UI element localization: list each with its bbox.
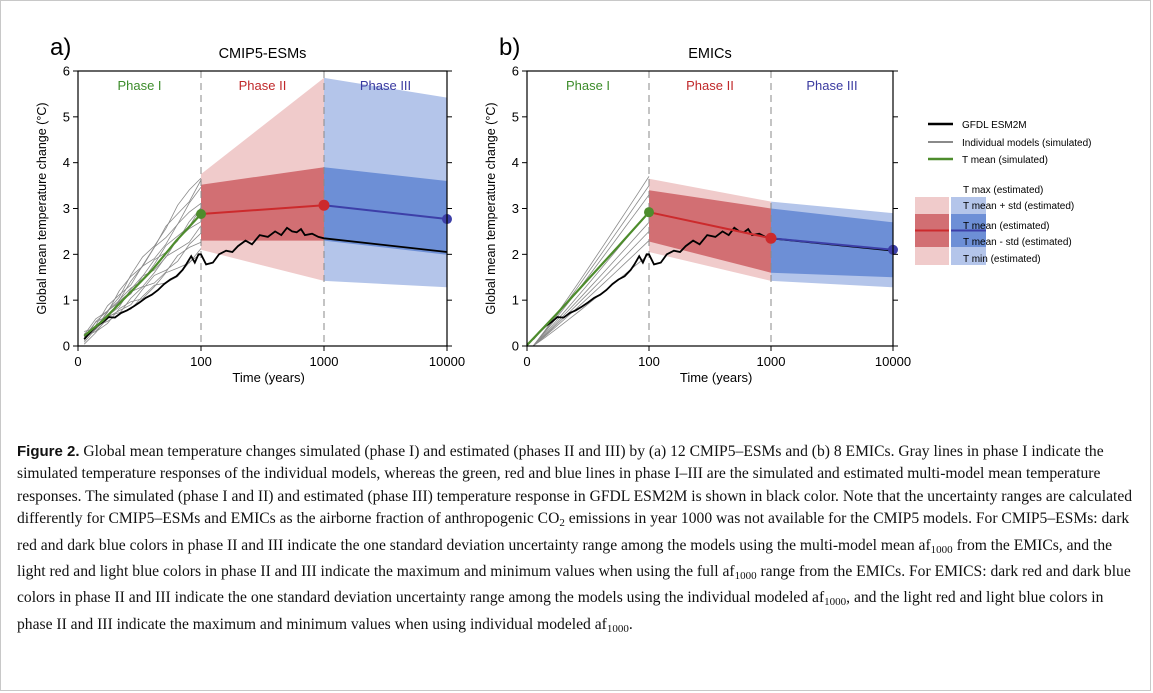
legend-line-label: Individual models (simulated) bbox=[962, 138, 1092, 149]
caption-text-2: emissions in year 1000 was not available… bbox=[17, 510, 1130, 554]
panel-b-band-std-red bbox=[649, 190, 771, 273]
panel-b-x-tick-label: 0 bbox=[523, 354, 530, 369]
figure-caption: Figure 2. Global mean temperature change… bbox=[17, 441, 1137, 640]
panel-b-x-tick-label: 100 bbox=[638, 354, 660, 369]
legend-band-label: T min (estimated) bbox=[963, 254, 1041, 265]
panel-a-individual-model-line bbox=[83, 241, 202, 339]
panel-a-tmean-simulated-line bbox=[83, 213, 202, 337]
panel-b-individual-model-line bbox=[532, 222, 650, 347]
caption-text-5: , and the light red and light blue color… bbox=[17, 589, 1104, 633]
panel-a-band-std-red bbox=[201, 167, 324, 241]
panel-b-x-axis-label: Time (years) bbox=[680, 370, 752, 385]
panel-a-x-tick-label: 10000 bbox=[429, 354, 465, 369]
panel-b-phase-label-3: Phase III bbox=[806, 78, 857, 93]
panel-b-individual-model-line bbox=[532, 176, 650, 347]
panel-a-chart: 0 1 2 3 4 5 6 0 100 1000 10000 Time (years) Global m… bbox=[35, 34, 465, 385]
panel-b-phase-label-2: Phase II bbox=[686, 78, 734, 93]
panel-b-panel-label: b) bbox=[499, 34, 520, 61]
panel-a-phase-label-1: Phase I bbox=[117, 78, 161, 93]
panel-b-y-tick-label: 3 bbox=[512, 201, 519, 216]
panel-a-title: CMIP5-ESMs bbox=[219, 46, 307, 62]
caption-label: Figure 2. bbox=[17, 443, 80, 460]
panel-a-y-tick-label: 0 bbox=[63, 339, 70, 354]
panel-a-panel-label: a) bbox=[50, 34, 71, 61]
panel-b-y-tick-label: 5 bbox=[512, 109, 519, 124]
caption-text-3: from the EMICs, and the light red and li… bbox=[17, 536, 1113, 581]
panel-a-y-tick-label: 3 bbox=[63, 201, 70, 216]
panel-b-phase-label-1: Phase I bbox=[566, 78, 610, 93]
panel-b-tmean-point-1000 bbox=[765, 232, 777, 244]
panel-b-y-tick-label: 0 bbox=[512, 339, 519, 354]
panel-a-x-tick-label: 0 bbox=[74, 354, 81, 369]
panel-a-individual-model-line bbox=[83, 177, 202, 341]
panel-a-individual-model-line bbox=[83, 186, 202, 341]
caption-af-subscript-1: 1000 bbox=[930, 543, 953, 556]
panel-a-y-tick-label: 4 bbox=[63, 155, 70, 170]
panel-b-x-tick-label: 1000 bbox=[757, 354, 786, 369]
panel-b-y-tick-label: 6 bbox=[512, 64, 519, 79]
panel-a-tmean-phase2-line bbox=[200, 204, 325, 215]
panel-a-tmean-point-1000 bbox=[318, 199, 330, 211]
panel-a-gfdl-esm2m-line bbox=[83, 226, 448, 340]
legend-band-label: T mean + std (estimated) bbox=[963, 201, 1074, 212]
caption-text-6: . bbox=[628, 615, 633, 633]
panel-b-y-tick-label: 4 bbox=[512, 155, 519, 170]
legend-band-label: T max (estimated) bbox=[963, 185, 1043, 196]
panel-b-individual-model-line bbox=[532, 240, 650, 347]
panel-a-individual-model-line bbox=[83, 202, 202, 336]
panel-b-tmean-simulated-line bbox=[526, 211, 650, 346]
caption-af-subscript-2: 1000 bbox=[734, 570, 757, 583]
panel-a-y-axis-label: Global mean temperature change (°C) bbox=[35, 102, 49, 314]
panel-a-x-axis-label: Time (years) bbox=[232, 370, 304, 385]
panel-b-title: EMICs bbox=[688, 46, 732, 62]
panel-a-y-tick-label: 1 bbox=[63, 293, 70, 308]
caption-co2-subscript: 2 bbox=[559, 517, 565, 530]
panel-a-x-tick-label: 1000 bbox=[310, 354, 339, 369]
panel-b-individual-model-line bbox=[532, 231, 650, 347]
panel-a-phase-label-3: Phase III bbox=[360, 78, 411, 93]
panel-b-y-axis-label: Global mean temperature change (°C) bbox=[484, 102, 498, 314]
panel-b-y-tick-label: 2 bbox=[512, 247, 519, 262]
panel-b-tmean-phase3-line bbox=[770, 237, 894, 251]
legend-line-label: T mean (simulated) bbox=[962, 155, 1048, 166]
panel-b-tmean-phase2-line bbox=[648, 211, 772, 240]
panel-b-band-std-blue bbox=[771, 208, 893, 278]
panel-b-chart: 0 1 2 3 4 5 6 0 100 1000 10000 Time (years) Global m… bbox=[484, 34, 911, 385]
legend-band-label: T mean - std (estimated) bbox=[963, 237, 1072, 248]
panel-a-phase-label-2: Phase II bbox=[239, 78, 287, 93]
panel-a-tmean-point-100 bbox=[196, 209, 206, 219]
panel-a-y-tick-label: 2 bbox=[63, 247, 70, 262]
panel-a-individual-model-line bbox=[84, 248, 202, 334]
legend-line-label: GFDL ESM2M bbox=[962, 120, 1027, 131]
panel-b-x-tick-label: 10000 bbox=[875, 354, 911, 369]
panel-b-y-tick-label: 1 bbox=[512, 293, 519, 308]
panel-a-individual-model-line bbox=[84, 207, 202, 338]
legend-band-label: T mean (estimated) bbox=[963, 221, 1050, 232]
panel-a-y-tick-label: 6 bbox=[63, 64, 70, 79]
panel-b-tmean-point-100 bbox=[644, 207, 654, 218]
caption-text-4: range from the EMICs. For EMICS: dark re… bbox=[17, 563, 1131, 607]
caption-af-subscript-4: 1000 bbox=[606, 622, 629, 635]
panel-a-tmean-phase3-line bbox=[323, 204, 448, 221]
panel-b-individual-model-line bbox=[532, 194, 650, 347]
panel-a-y-tick-label: 5 bbox=[63, 109, 70, 124]
chart-legend: GFDL ESM2M Individual models (simulated) T… bbox=[915, 120, 1092, 265]
caption-text-1: Global mean temperature changes simulate… bbox=[17, 443, 1133, 528]
panel-a-band-std-blue bbox=[324, 167, 447, 255]
panel-a-x-tick-label: 100 bbox=[190, 354, 212, 369]
caption-af-subscript-3: 1000 bbox=[824, 596, 847, 609]
